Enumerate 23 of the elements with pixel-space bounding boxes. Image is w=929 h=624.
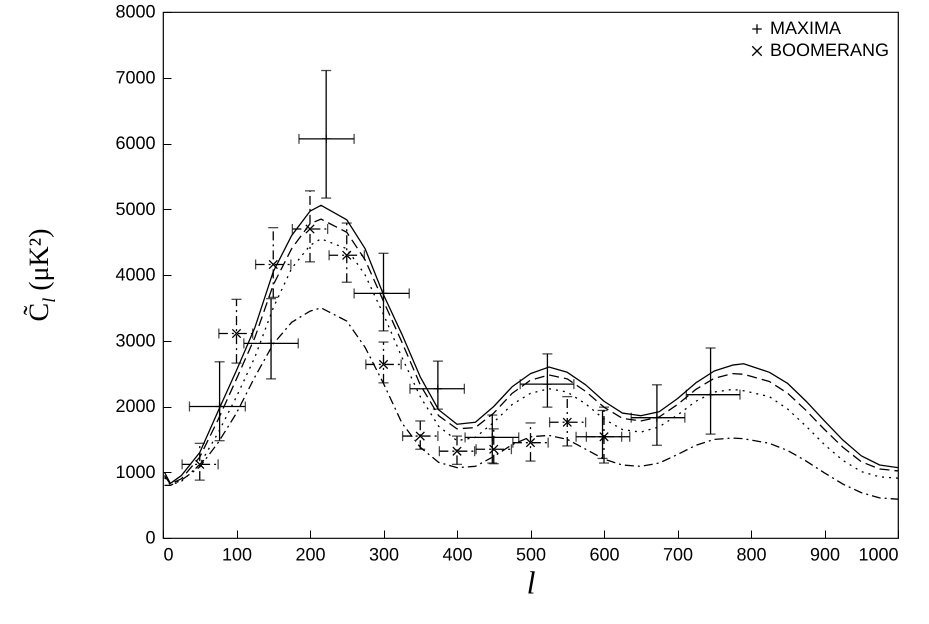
x-tick-label: 100: [222, 544, 252, 564]
y-tick-label: 7000: [115, 67, 156, 88]
x-tick-label: 300: [368, 544, 400, 564]
x-tick-label: 800: [736, 544, 767, 564]
y-tick-label: 8000: [115, 2, 156, 22]
y-tick-label: 3000: [115, 330, 156, 350]
y-tick-label: 2000: [115, 396, 156, 416]
x-tick-label: 500: [516, 544, 546, 564]
y-tick-label: 4000: [115, 264, 156, 284]
legend-label: BOOMERANG: [770, 40, 890, 60]
x-tick-label: 0: [164, 544, 174, 564]
x-tick-label: 700: [662, 544, 694, 564]
y-tick-label: 6000: [115, 133, 156, 153]
x-tick-label: 200: [295, 544, 326, 564]
x-tick-label: 900: [810, 544, 840, 564]
y-tick-label: 5000: [115, 198, 156, 219]
y-tick-label: 1000: [115, 462, 156, 482]
x-tick-label: 1000: [858, 544, 898, 564]
x-axis-title: l: [526, 564, 536, 600]
x-tick-label: 400: [442, 544, 473, 564]
y-tick-label: 0: [145, 528, 156, 548]
legend-label: MAXIMA: [770, 18, 842, 38]
x-tick-label: 600: [589, 544, 620, 564]
